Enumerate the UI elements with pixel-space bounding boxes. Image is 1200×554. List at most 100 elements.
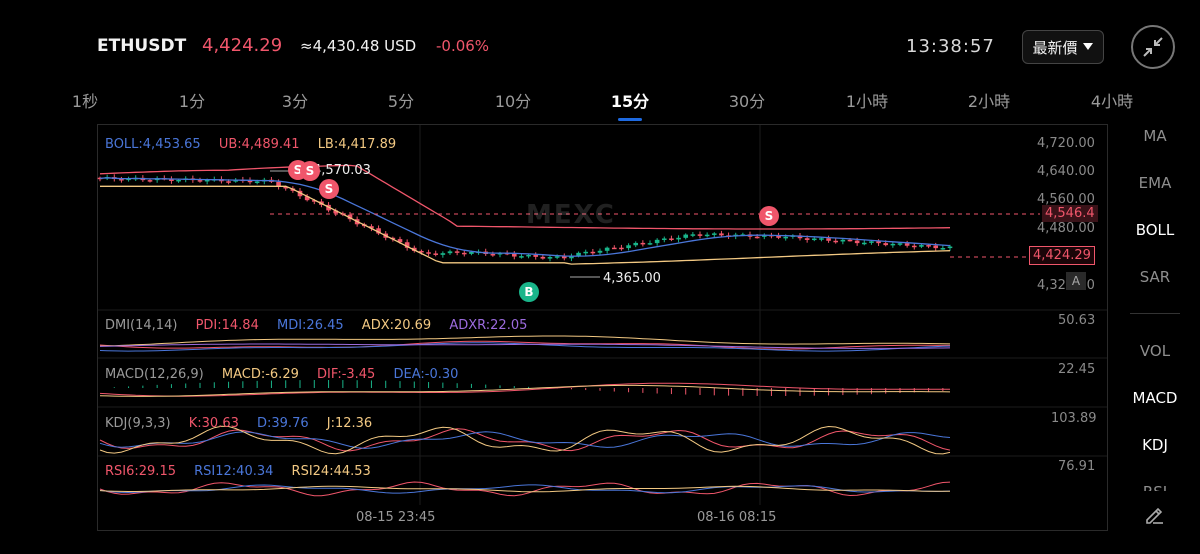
candle-body [247,180,253,183]
dmi-mdi: MDI:26.45 [276,318,344,333]
candle-body [469,251,474,254]
tab-timeframe-0[interactable]: 1秒 [71,92,99,111]
side-item-main-2[interactable]: BOLL [1135,221,1175,239]
high-price-label: 4,570.03 [313,163,371,178]
side-item-sub-0[interactable]: VOL [1139,342,1171,360]
candle-body [704,234,710,237]
sell-marker[interactable]: S [319,179,339,199]
candle-body [311,200,317,202]
candle-body [826,238,831,241]
side-item-sub-2[interactable]: KDJ [1142,436,1168,454]
candle-body [454,251,460,253]
auto-scale-button[interactable]: A [1066,272,1086,290]
candle-body [569,256,574,259]
buy-marker[interactable]: B [519,282,539,302]
sell-marker[interactable]: S [300,161,320,181]
rsi24-line [99,485,950,493]
kdj-legend: KDJ(9,3,3) K:30.63 D:39.76 J:12.36 [105,416,372,431]
candle-body [276,181,281,187]
rsi-axis-label: 76.91 [1058,459,1096,474]
side-item-main-0[interactable]: MA [1143,127,1167,145]
side-item-sub-3[interactable]: RSI [1130,483,1180,491]
candle-body [833,240,839,243]
change-percent: -0.06% [436,37,490,55]
symbol-name[interactable]: ETHUSDT [97,36,187,56]
tab-timeframe-8[interactable]: 2小時 [967,92,1011,111]
active-tab-underline [618,118,642,121]
mexc-watermark: MEXC [526,200,616,230]
draw-tool-button[interactable] [1143,503,1165,529]
dmi-adx-line [99,335,951,347]
chart-panel[interactable] [97,124,1108,531]
candle-body [583,251,589,254]
collapse-arrows-icon [1143,37,1163,57]
candle-body [719,233,724,236]
price-axis-label: 4,640.00 [1037,164,1095,179]
candle-body [861,242,867,245]
candle-body [254,181,260,183]
side-item-main-3[interactable]: SAR [1139,268,1171,286]
candle-body [711,233,717,235]
kdj-k: K:30.63 [188,416,239,431]
candle-body [897,243,903,245]
collapse-fullscreen-button[interactable] [1131,25,1175,69]
dmi-name: DMI(14,14) [105,318,178,333]
candle-body [347,214,353,220]
timeframe-tabs: 1秒 1分 3分 5分 10分 15分 30分 1小時 2小時 4小時 [0,88,1200,122]
tab-timeframe-9[interactable]: 4小時 [1090,92,1134,111]
candle-body [619,247,624,250]
kdj-name: KDJ(9,3,3) [105,416,171,431]
candle-body [297,190,303,197]
side-item-main-1[interactable]: EMA [1138,174,1172,192]
dmi-pdi: PDI:14.84 [195,318,259,333]
candle-body [883,243,889,246]
kdj-j-line [99,425,951,455]
candle-body [511,253,517,257]
tab-timeframe-1[interactable]: 1分 [178,92,206,111]
price-axis-label: 4,480.00 [1037,221,1095,236]
rsi12: RSI12:40.34 [194,464,274,479]
candle-body [911,245,917,248]
candle-body [847,239,853,242]
candle-body [876,241,881,244]
tab-timeframe-5[interactable]: 15分 [610,92,650,111]
candle-body [597,250,603,253]
tab-timeframe-2[interactable]: 3分 [281,92,309,111]
dmi-axis-label: 50.63 [1058,313,1096,328]
candle-body [854,240,860,244]
price-axis-label: 4,720.00 [1037,136,1095,151]
candle-body [169,178,174,181]
order-price-tag[interactable]: 4,546.4 [1042,205,1098,222]
last-price: 4,424.29 [202,35,283,56]
price-type-label: 最新價 [1032,38,1078,57]
candle-body [819,238,824,240]
macd-dif-line [99,382,950,397]
candle-body [490,254,496,256]
candle-body [626,245,631,249]
candle-body [447,251,453,254]
tab-timeframe-6[interactable]: 30分 [728,92,766,111]
price-axis-label: 4,560.00 [1037,192,1095,207]
candle-body [669,238,674,240]
candle-body [904,243,910,246]
candle-body [676,237,681,240]
macd-dif: DIF:-3.45 [317,367,376,382]
candle-body [683,234,689,238]
macd-name: MACD(12,26,9) [105,367,204,382]
candle-body [697,234,703,236]
tab-timeframe-3[interactable]: 5分 [387,92,415,111]
candle-body [840,239,846,242]
candle-body [119,179,124,181]
candle-body [776,235,781,238]
tab-timeframe-7[interactable]: 1小時 [845,92,889,111]
dmi-legend: DMI(14,14) PDI:14.84 MDI:26.45 ADX:20.69… [105,318,527,333]
side-item-sub-1[interactable]: MACD [1132,389,1178,407]
macd-axis-label: 22.45 [1058,362,1096,377]
sell-marker[interactable]: S [759,206,779,226]
tab-timeframe-4[interactable]: 10分 [494,92,532,111]
candle-body [461,252,467,255]
price-type-dropdown[interactable]: 最新價 [1022,30,1104,64]
candle-body [540,256,546,259]
candle-body [926,245,931,247]
